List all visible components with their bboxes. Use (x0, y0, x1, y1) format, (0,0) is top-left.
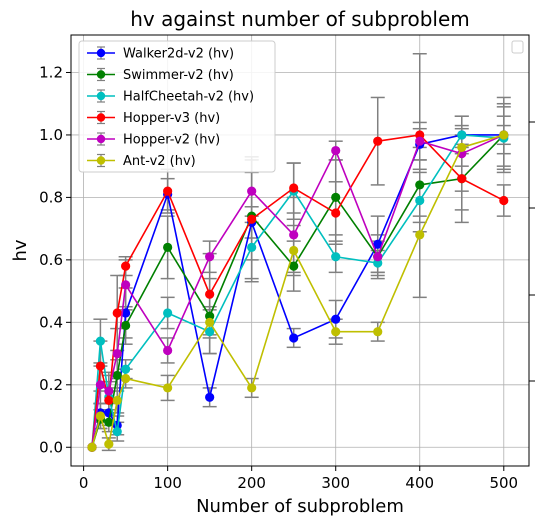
x-axis-title: Number of subproblem (196, 496, 404, 517)
axis-ticks: 0 100 200 300 400 500 0.0 0.2 0.4 0.6 0.8 1.0 1.2 (39, 63, 518, 492)
y-tick-label: 0.8 (39, 188, 63, 206)
data-point (247, 242, 257, 252)
data-point (373, 327, 383, 337)
y-tick-label: 0.0 (39, 438, 63, 456)
data-point (331, 314, 341, 324)
data-point (87, 442, 97, 452)
chart-title: hv against number of subproblem (130, 7, 470, 31)
data-point (289, 230, 299, 240)
data-point (205, 317, 215, 327)
legend-label: Swimmer-v2 (hv) (123, 68, 234, 83)
data-point (499, 195, 509, 206)
data-point (247, 383, 257, 393)
legend-marker (96, 70, 106, 79)
data-point (112, 308, 122, 318)
data-point (331, 252, 341, 262)
y-tick-label: 1.0 (39, 126, 63, 144)
data-point (121, 308, 131, 318)
data-point (163, 186, 173, 196)
data-point (205, 252, 215, 262)
empty-legend-box (511, 40, 524, 54)
data-point (104, 386, 114, 396)
data-point (457, 174, 467, 184)
data-point (289, 333, 299, 343)
y-tick-label: 0.2 (39, 376, 63, 394)
legend: Walker2d-v2 (hv) Swimmer-v2 (hv) HalfCheet… (78, 40, 276, 173)
legend-box (78, 40, 276, 173)
data-point (112, 427, 122, 437)
data-point (289, 245, 299, 256)
x-tick-label: 500 (489, 474, 518, 492)
data-point (289, 261, 299, 271)
data-point (331, 327, 341, 337)
legend-marker (96, 91, 106, 101)
legend-label: Ant-v2 (hv) (123, 154, 196, 169)
legend-label: HalfCheetah-v2 (hv) (123, 90, 254, 105)
data-point (95, 411, 106, 421)
data-point (205, 289, 215, 299)
y-axis-title: hv (10, 239, 31, 261)
legend-label: Hopper-v2 (hv) (123, 133, 220, 148)
data-point (95, 336, 106, 346)
series-line (91, 134, 505, 448)
x-tick-label: 100 (153, 474, 182, 492)
data-point (104, 395, 114, 406)
legend-marker (96, 48, 106, 58)
legend-marker (96, 113, 106, 122)
y-tick-label: 0.6 (39, 251, 63, 269)
data-point (112, 348, 122, 359)
data-point (95, 380, 106, 390)
legend-label: Hopper-v3 (hv) (123, 111, 220, 126)
data-point (205, 327, 215, 337)
data-point (331, 192, 341, 203)
data-point (373, 136, 383, 146)
series-line (91, 134, 505, 448)
data-point (331, 145, 341, 156)
y-tick-label: 0.4 (39, 313, 63, 331)
data-point (373, 252, 383, 262)
data-point (415, 195, 425, 206)
series-line (91, 134, 505, 448)
data-point (163, 383, 173, 393)
data-point (121, 261, 131, 271)
data-point (163, 242, 173, 252)
data-point (331, 208, 341, 218)
secondary-axis-ticks (529, 121, 535, 382)
data-point (289, 183, 299, 193)
data-point (205, 392, 215, 402)
data-point (121, 364, 131, 374)
data-point (112, 395, 122, 406)
legend-marker (96, 134, 106, 144)
legend-label: Walker2d-v2 (hv) (123, 47, 234, 62)
data-point (121, 280, 131, 290)
data-point (163, 345, 173, 356)
data-point (457, 130, 467, 140)
x-tick-label: 300 (321, 474, 350, 492)
x-tick-label: 0 (79, 474, 89, 492)
data-point (95, 361, 106, 371)
x-tick-label: 200 (237, 474, 266, 492)
data-point (499, 130, 509, 140)
y-tick-label: 1.2 (39, 63, 63, 81)
data-point (104, 439, 114, 449)
series-lines (87, 130, 509, 452)
data-point (121, 373, 131, 384)
data-point (163, 308, 173, 318)
data-point (415, 136, 425, 146)
data-point (247, 214, 257, 224)
x-tick-label: 400 (405, 474, 434, 492)
data-point (457, 142, 467, 153)
data-point (247, 186, 257, 196)
data-point (415, 180, 425, 190)
data-point (104, 417, 114, 427)
data-point (121, 320, 131, 331)
legend-marker (96, 156, 106, 165)
data-point (373, 239, 383, 249)
data-point (112, 370, 122, 381)
data-point (415, 230, 425, 240)
